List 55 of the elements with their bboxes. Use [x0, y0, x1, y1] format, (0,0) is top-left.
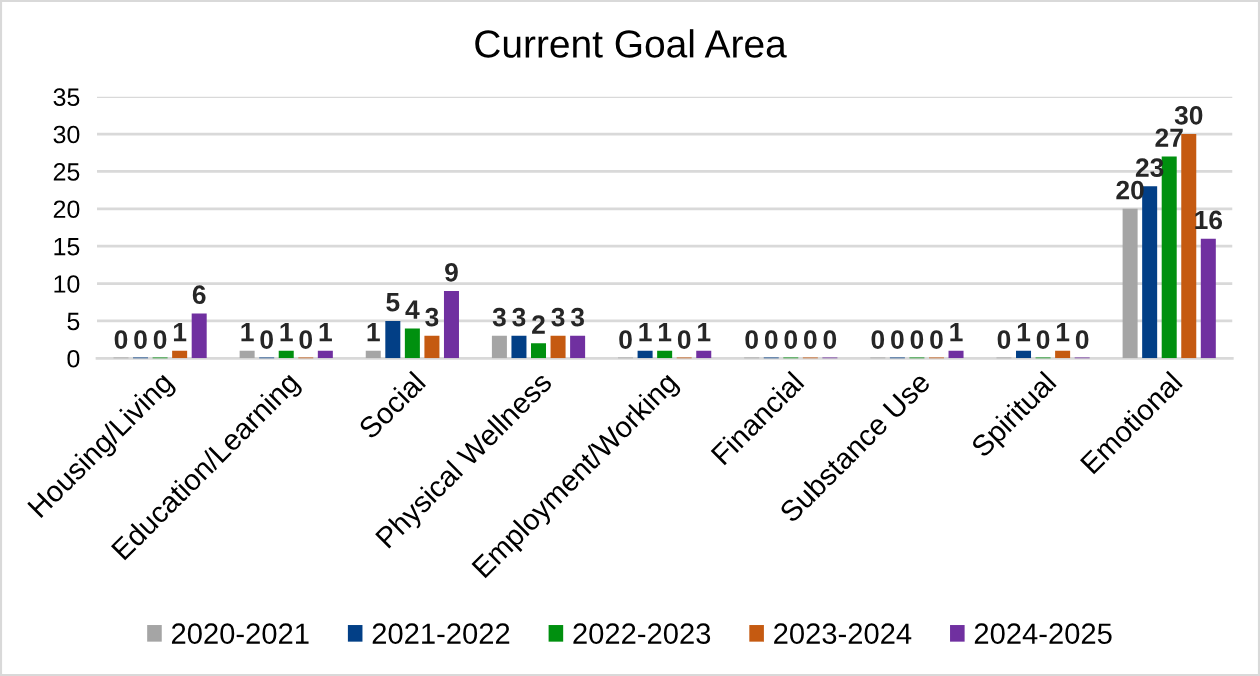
legend-label: 2023-2024 [774, 623, 912, 644]
data-label: 0 [1036, 330, 1050, 349]
data-label: 1 [698, 323, 711, 342]
data-label: 1 [950, 323, 963, 342]
legend-label: 2021-2022 [372, 623, 510, 644]
data-label: 30 [1174, 105, 1203, 125]
legend-label: 2024-2025 [974, 623, 1112, 644]
data-label: 0 [114, 330, 128, 349]
data-label: 1 [241, 323, 254, 342]
data-label: 0 [997, 330, 1011, 349]
data-label: 2 [532, 315, 545, 334]
data-label: 0 [745, 330, 758, 349]
data-label: 3 [512, 307, 526, 327]
data-label: 3 [425, 307, 439, 327]
data-label: 5 [386, 293, 400, 312]
data-label: 0 [891, 330, 904, 349]
data-label: 1 [319, 323, 332, 342]
data-label: 0 [260, 330, 273, 349]
y-tick-label: 15 [54, 238, 80, 256]
data-label: 0 [1075, 330, 1089, 349]
y-tick-label: 0 [67, 349, 80, 368]
y-tick-label: 30 [53, 125, 80, 144]
data-label: 9 [445, 262, 458, 282]
y-tick-label: 5 [67, 312, 80, 331]
data-label: 1 [367, 323, 380, 342]
data-label: 0 [153, 330, 167, 349]
data-label: 4 [405, 300, 420, 319]
data-label: 6 [192, 285, 206, 305]
y-tick-label: 25 [53, 163, 80, 181]
data-label: 3 [492, 307, 506, 327]
data-label: 0 [619, 330, 632, 349]
data-label: 0 [677, 330, 691, 349]
y-tick-label: 20 [53, 200, 80, 219]
data-label: 0 [764, 330, 778, 349]
data-label: 1 [658, 323, 672, 342]
legend-label: 2022-2023 [573, 623, 711, 644]
data-label: 0 [823, 330, 837, 349]
data-label: 0 [134, 330, 147, 349]
data-label: 1 [1056, 323, 1070, 342]
data-label: 0 [804, 330, 817, 349]
data-label: 1 [1017, 323, 1031, 342]
data-label: 0 [784, 330, 798, 349]
data-label: 0 [871, 330, 885, 349]
y-tick-label: 35 [53, 88, 80, 106]
data-label: 0 [930, 330, 943, 349]
data-label: 1 [173, 323, 187, 342]
data-label: 3 [570, 307, 584, 327]
chart-title: Current Goal Area [475, 29, 787, 58]
legend-label: 2020-2021 [171, 623, 309, 644]
data-label: 0 [299, 330, 313, 349]
data-label: 3 [551, 307, 565, 327]
y-tick-label: 10 [54, 275, 80, 293]
data-label: 1 [280, 323, 293, 342]
data-label: 0 [910, 330, 924, 349]
data-label: 1 [639, 323, 652, 342]
